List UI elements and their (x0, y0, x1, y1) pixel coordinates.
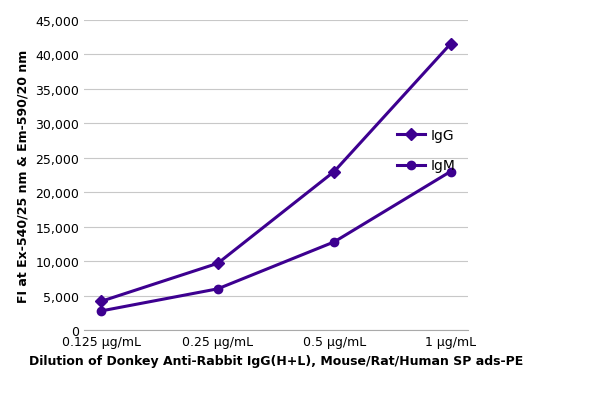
Line: IgG: IgG (97, 40, 455, 306)
IgM (214, 287, 221, 292)
Y-axis label: FI at Ex-540/25 nm & Em-590/20 nm: FI at Ex-540/25 nm & Em-590/20 nm (17, 49, 30, 302)
IgM (98, 309, 105, 313)
X-axis label: Dilution of Donkey Anti-Rabbit IgG(H+L), Mouse/Rat/Human SP ads-PE: Dilution of Donkey Anti-Rabbit IgG(H+L),… (29, 354, 523, 367)
IgG (447, 42, 454, 47)
IgG (214, 261, 221, 266)
IgG (98, 299, 105, 304)
IgG (331, 170, 338, 175)
IgM (331, 240, 338, 245)
Line: IgM: IgM (97, 168, 455, 315)
Legend: IgG, IgM: IgG, IgM (392, 123, 461, 178)
IgM (447, 170, 454, 175)
